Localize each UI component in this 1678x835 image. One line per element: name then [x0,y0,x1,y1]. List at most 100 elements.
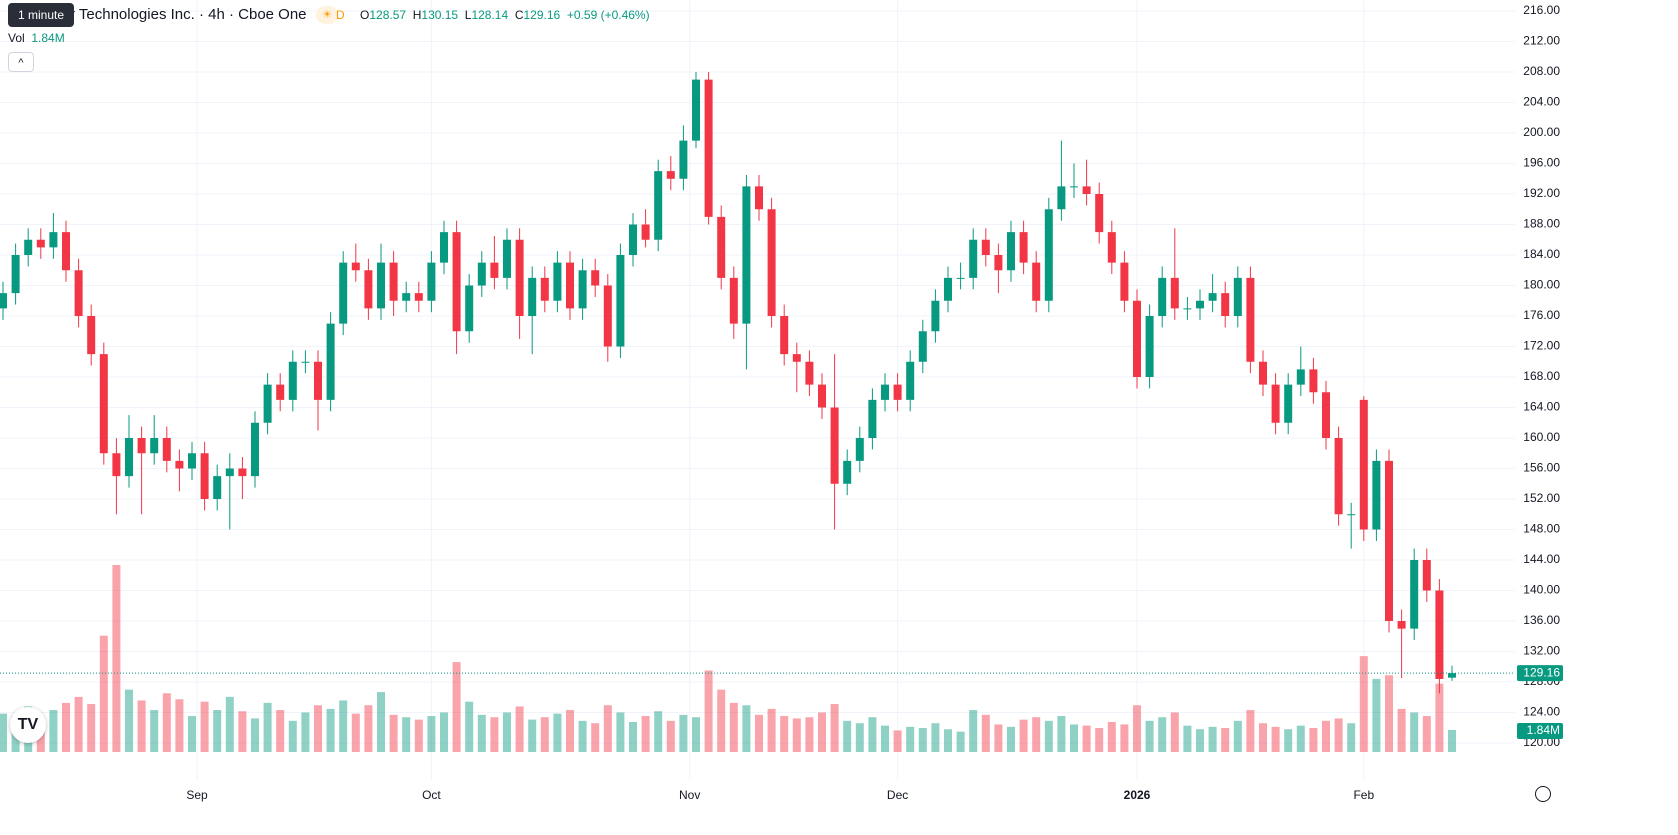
ohlc-legend: O128.57 H130.15 L128.14 C129.16 +0.59 (+… [360,8,650,22]
volume-bar [1196,729,1204,752]
candle-body [767,209,776,316]
volume-bar [868,717,877,752]
volume-bar [792,718,801,752]
close-label: C [514,8,524,22]
volume-bar [125,689,133,752]
volume-bar [1007,726,1015,752]
candle-body [679,140,688,179]
low-value: 128.14 [471,8,509,22]
symbol-title: r Technologies Inc. · 4h · Cboe One [70,6,307,23]
y-tick-label: 212.00 [1523,34,1560,48]
candle-body [1259,361,1267,385]
volume-bar [276,710,285,752]
candle-body [288,361,297,400]
candle-body [1435,590,1444,679]
candle-body [1385,460,1393,621]
volume-bar [1359,656,1368,752]
volume-bar [251,718,259,752]
volume-bar [578,720,587,752]
volume-bar [1296,725,1305,752]
settings-button[interactable] [1535,786,1551,802]
volume-tag-label: 1.84M [1527,723,1560,737]
y-tick-label: 196.00 [1523,156,1560,170]
candle-body [1070,186,1078,188]
candle-body [981,239,990,255]
candle-body [162,438,171,461]
candle-body [1133,300,1141,377]
volume-bar [364,705,373,752]
volume-bar [830,704,839,752]
volume-bar [994,724,1003,752]
volume-bar [339,700,348,752]
candle-body [477,262,486,286]
candle-body [364,270,373,309]
candle-body [49,232,58,248]
open-value: 128.57 [369,8,407,22]
logo[interactable]: TV [10,707,46,743]
volume-bar [213,710,222,752]
volume-bar [238,711,247,752]
change-value: +0.59 (+0.46%) [566,8,650,22]
candle-body [818,384,826,408]
volume-bar [326,708,335,752]
candle-body [1170,277,1179,309]
volume-bar [805,717,814,752]
candle-body [1120,262,1129,301]
candle-body [1334,438,1343,515]
open-label: O [360,8,370,22]
candle-body [87,316,96,355]
volume-bar [893,730,902,752]
volume-title: Vol [8,31,25,45]
candle-body [893,384,902,400]
collapse-button[interactable]: ^ [8,52,34,72]
candle-body [377,262,385,309]
volume-bar [87,704,96,752]
volume-bar [1133,705,1141,752]
candle-body [339,262,348,324]
candle-body [1410,560,1419,629]
volume-bar [969,710,978,752]
volume-bar [603,705,612,752]
candle-body [24,239,33,255]
volume-bar [1145,720,1154,752]
volume-bar [1044,720,1053,752]
volume-bar [654,711,663,752]
y-tick-label: 132.00 [1523,644,1560,658]
volume-bar [843,720,852,752]
candle-body [830,407,839,484]
candle-body [591,270,600,286]
volume-bar [301,712,310,752]
volume-bar [1385,675,1393,752]
candle-body [326,323,335,400]
volume-bar [99,635,108,752]
volume-bar [1410,712,1419,752]
volume-bar [1372,678,1381,752]
candle-body [188,453,196,469]
x-tick-label: 2026 [1124,788,1151,802]
volume-bar [906,726,915,752]
candle-body [1271,384,1280,423]
y-tick-label: 176.00 [1523,308,1560,322]
volume-bar [1271,726,1280,752]
candle-body [755,186,763,210]
volume-bar [225,696,234,752]
candle-body [566,262,574,309]
candle-body [994,255,1003,271]
y-tick-label: 160.00 [1523,430,1560,444]
volume-bar [729,702,738,752]
volume-bar [767,708,776,752]
volume-bar [566,710,574,752]
volume-bar [931,723,940,752]
close-value: 129.16 [523,8,561,22]
volume-bar [389,714,398,752]
volume-bar [742,705,751,752]
candle-body [515,239,524,316]
volume-bar [956,731,965,752]
volume-bar [49,710,58,752]
volume-bar [1120,724,1129,752]
volume-bar [112,565,121,752]
volume-legend: Vol 1.84M [8,31,65,45]
candle-body [1044,209,1053,301]
volume-bar [263,702,272,752]
